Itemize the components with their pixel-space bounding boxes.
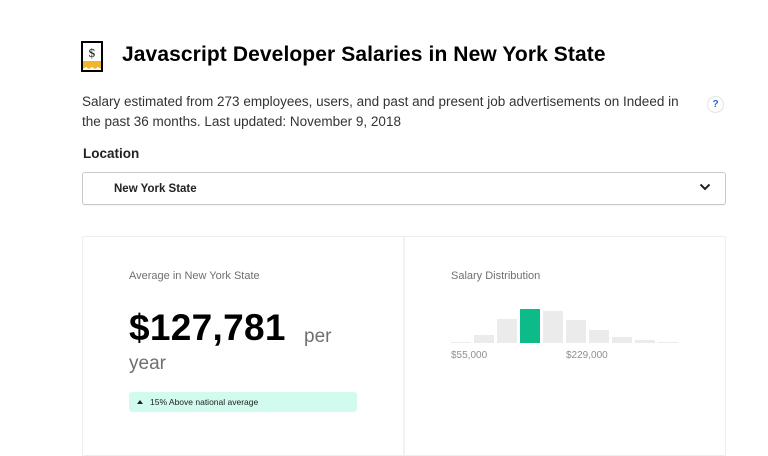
histogram-bar — [566, 320, 586, 343]
location-label: Location — [83, 146, 140, 161]
average-per: per — [304, 326, 332, 347]
location-dropdown[interactable]: New York State — [82, 172, 726, 205]
tick-min: $55,000 — [451, 350, 488, 361]
average-period: year — [129, 353, 166, 374]
salary-cards: Average in New York State $127,781 per y… — [82, 236, 726, 456]
page-title: Javascript Developer Salaries in New Yor… — [122, 43, 606, 66]
help-icon[interactable]: ? — [707, 96, 724, 113]
salary-receipt-icon: $ — [81, 41, 103, 72]
arrow-up-icon — [137, 400, 143, 404]
histogram-bar — [451, 342, 471, 343]
histogram-bar — [474, 335, 494, 343]
histogram-bar — [543, 311, 563, 343]
histogram-bar — [612, 337, 632, 343]
badge-text: 15% Above national average — [150, 397, 259, 407]
salary-description: Salary estimated from 273 employees, use… — [82, 94, 679, 129]
national-comparison-badge: 15% Above national average — [129, 392, 357, 412]
average-label: Average in New York State — [129, 270, 260, 282]
histogram-bar — [658, 342, 678, 343]
distribution-label: Salary Distribution — [451, 270, 541, 282]
histogram-bar — [497, 319, 517, 343]
salary-histogram — [451, 297, 691, 343]
tick-max: $229,000 — [566, 350, 608, 361]
chevron-down-icon — [699, 183, 711, 191]
average-amount: $127,781 — [129, 307, 286, 348]
average-salary-card: Average in New York State $127,781 per y… — [83, 237, 405, 455]
histogram-bar — [635, 340, 655, 343]
histogram-bar — [520, 309, 540, 343]
salary-distribution-card: Salary Distribution $55,000 $229,000 — [405, 237, 725, 455]
location-selected-value: New York State — [114, 183, 197, 195]
histogram-bar — [589, 330, 609, 343]
svg-text:$: $ — [88, 46, 96, 60]
